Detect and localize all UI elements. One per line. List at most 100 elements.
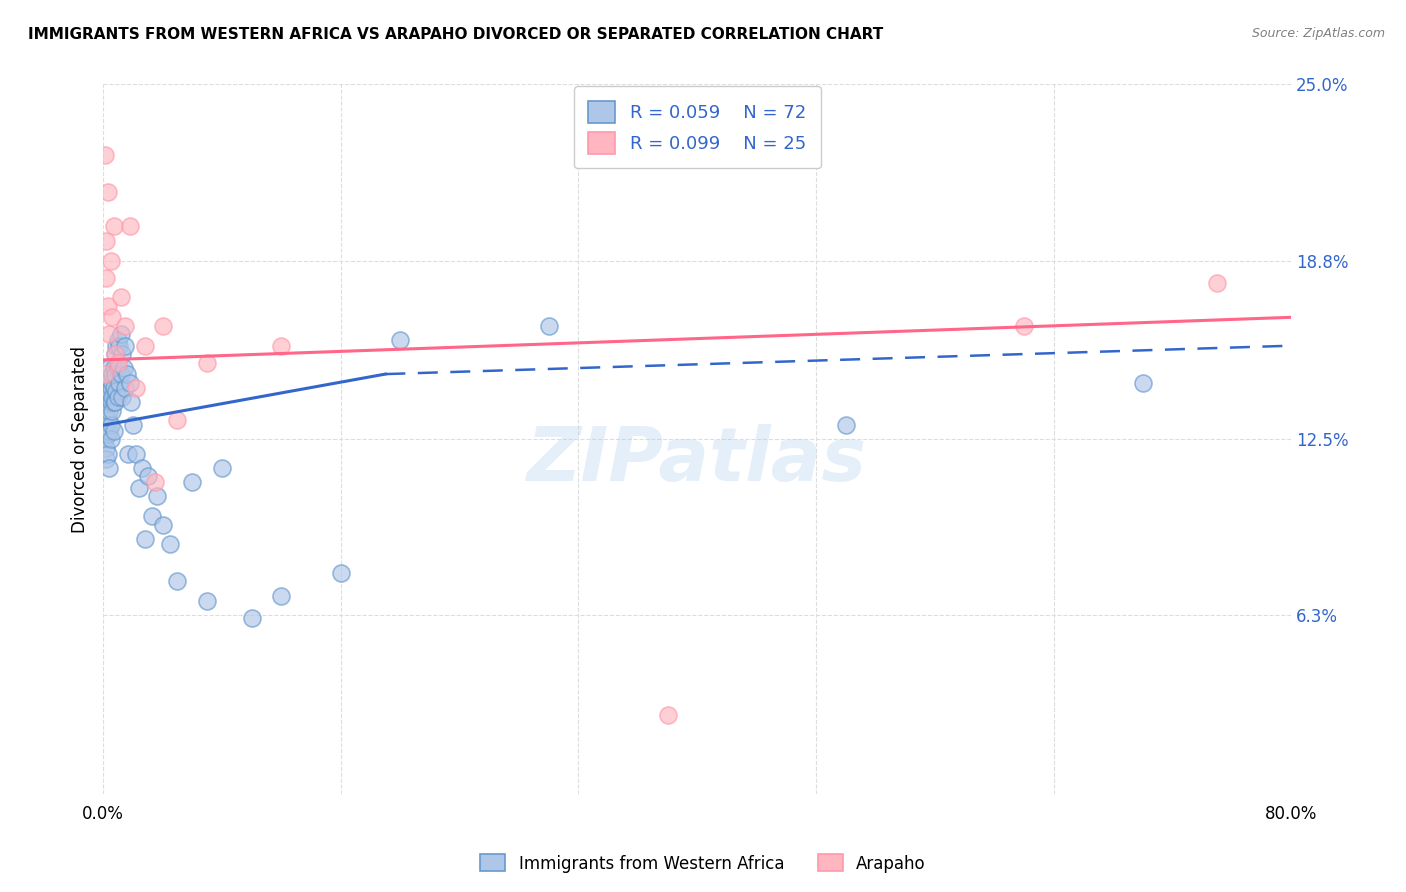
Point bbox=[97, 412, 120, 426]
Point bbox=[100, 433, 122, 447]
Point bbox=[103, 424, 125, 438]
Point bbox=[143, 475, 166, 489]
Point bbox=[389, 333, 412, 347]
Point bbox=[97, 186, 120, 200]
Point bbox=[103, 361, 125, 376]
Point bbox=[105, 339, 128, 353]
Text: IMMIGRANTS FROM WESTERN AFRICA VS ARAPAHO DIVORCED OR SEPARATED CORRELATION CHAR: IMMIGRANTS FROM WESTERN AFRICA VS ARAPAH… bbox=[28, 27, 883, 42]
Point bbox=[152, 318, 174, 333]
Point bbox=[117, 447, 139, 461]
Point bbox=[1012, 318, 1035, 333]
Text: ZIPatlas: ZIPatlas bbox=[527, 425, 868, 497]
Point bbox=[134, 532, 156, 546]
Point bbox=[94, 270, 117, 285]
Point bbox=[100, 381, 122, 395]
Point bbox=[94, 424, 117, 438]
Point bbox=[111, 390, 134, 404]
Point bbox=[104, 347, 127, 361]
Point bbox=[112, 361, 135, 376]
Point bbox=[107, 390, 129, 404]
Point bbox=[134, 339, 156, 353]
Point bbox=[103, 219, 125, 234]
Point bbox=[108, 376, 131, 390]
Point bbox=[835, 418, 858, 433]
Point bbox=[94, 390, 117, 404]
Point bbox=[1206, 277, 1229, 291]
Point bbox=[98, 327, 121, 342]
Point bbox=[108, 339, 131, 353]
Point bbox=[98, 424, 121, 438]
Point bbox=[121, 418, 143, 433]
Point bbox=[110, 327, 132, 342]
Point bbox=[101, 310, 124, 325]
Point bbox=[93, 367, 115, 381]
Point bbox=[107, 361, 129, 376]
Point bbox=[114, 318, 136, 333]
Point bbox=[101, 404, 124, 418]
Point bbox=[94, 234, 117, 248]
Point bbox=[94, 441, 117, 455]
Point bbox=[114, 339, 136, 353]
Point bbox=[111, 347, 134, 361]
Point bbox=[152, 517, 174, 532]
Point bbox=[118, 376, 141, 390]
Point bbox=[145, 489, 167, 503]
Point bbox=[103, 395, 125, 409]
Point bbox=[93, 418, 115, 433]
Point bbox=[104, 347, 127, 361]
Point bbox=[166, 412, 188, 426]
Point bbox=[110, 367, 132, 381]
Point bbox=[97, 447, 120, 461]
Point bbox=[166, 574, 188, 589]
Point bbox=[100, 418, 122, 433]
Point bbox=[120, 395, 142, 409]
Point bbox=[131, 460, 153, 475]
Point bbox=[125, 447, 148, 461]
Point bbox=[114, 381, 136, 395]
Point bbox=[93, 148, 115, 162]
Point bbox=[195, 356, 218, 370]
Point bbox=[97, 299, 120, 313]
Point bbox=[101, 390, 124, 404]
Point bbox=[211, 460, 233, 475]
Point bbox=[270, 589, 292, 603]
Y-axis label: Divorced or Separated: Divorced or Separated bbox=[72, 346, 89, 533]
Point bbox=[98, 460, 121, 475]
Point bbox=[94, 452, 117, 467]
Point bbox=[1132, 376, 1154, 390]
Point bbox=[537, 318, 560, 333]
Point bbox=[105, 384, 128, 398]
Point bbox=[101, 376, 124, 390]
Point bbox=[118, 219, 141, 234]
Point bbox=[329, 566, 352, 580]
Point bbox=[107, 333, 129, 347]
Legend: Immigrants from Western Africa, Arapaho: Immigrants from Western Africa, Arapaho bbox=[474, 847, 932, 880]
Point bbox=[98, 361, 121, 376]
Point bbox=[159, 537, 181, 551]
Point bbox=[97, 426, 120, 441]
Point bbox=[115, 367, 138, 381]
Point bbox=[141, 509, 163, 524]
Point bbox=[98, 404, 121, 418]
Point bbox=[657, 707, 679, 722]
Point bbox=[98, 384, 121, 398]
Point bbox=[97, 376, 120, 390]
Point bbox=[97, 395, 120, 409]
Point bbox=[181, 475, 204, 489]
Point bbox=[136, 469, 159, 483]
Point bbox=[100, 253, 122, 268]
Point bbox=[110, 290, 132, 304]
Point bbox=[104, 367, 127, 381]
Point bbox=[240, 611, 263, 625]
Point bbox=[93, 433, 115, 447]
Point bbox=[94, 404, 117, 418]
Point bbox=[93, 409, 115, 424]
Point bbox=[195, 594, 218, 608]
Point bbox=[107, 356, 129, 370]
Point bbox=[103, 381, 125, 395]
Point bbox=[125, 381, 148, 395]
Point bbox=[101, 367, 124, 381]
Text: Source: ZipAtlas.com: Source: ZipAtlas.com bbox=[1251, 27, 1385, 40]
Point bbox=[128, 481, 150, 495]
Point bbox=[270, 339, 292, 353]
